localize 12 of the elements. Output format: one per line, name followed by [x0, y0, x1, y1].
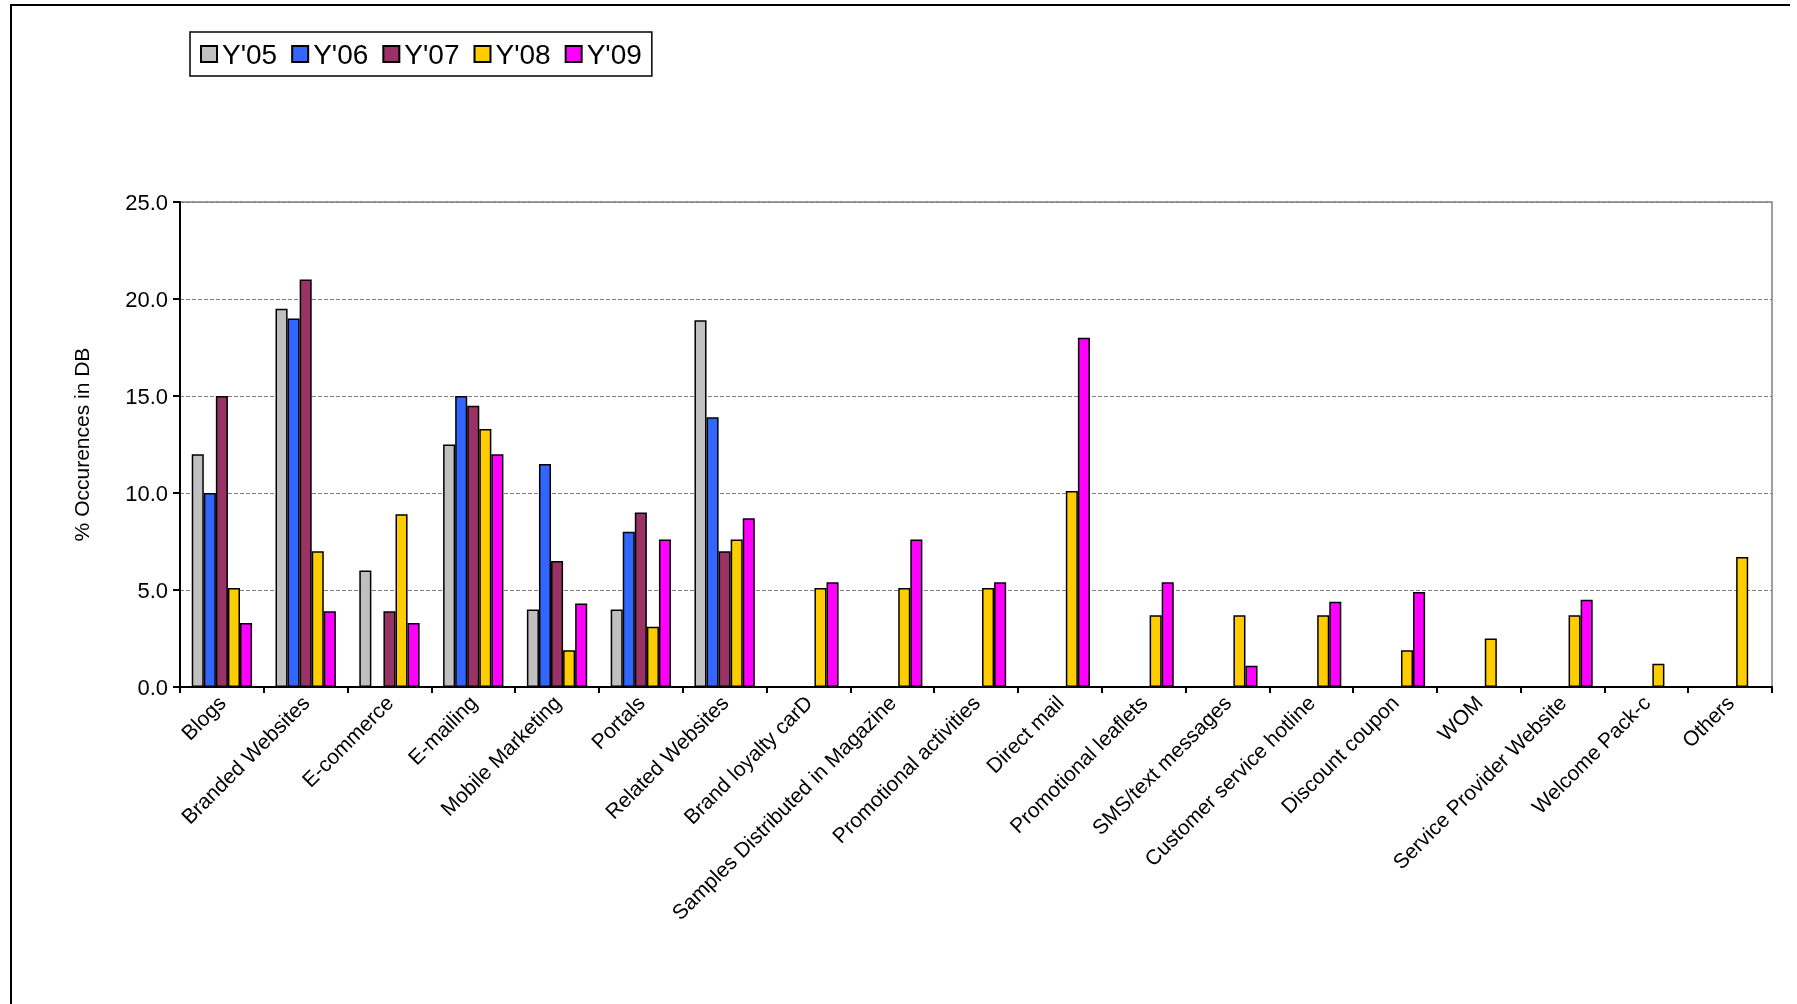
y-tick-label: 0.0	[137, 674, 168, 700]
legend-label: Y'09	[586, 38, 642, 70]
legend-label: Y'05	[222, 38, 278, 70]
legend-label: Y'06	[313, 38, 369, 70]
y-tick-label: 10.0	[125, 480, 168, 506]
y-axis-title: % Occurences in DB	[70, 347, 93, 542]
y-tick-label: 20.0	[125, 286, 168, 312]
legend-label: Y'08	[495, 38, 551, 70]
y-tick-label: 5.0	[137, 577, 168, 603]
y-tick-label: 15.0	[125, 383, 168, 409]
y-tick-label: 25.0	[125, 189, 168, 215]
legend-label: Y'07	[404, 38, 460, 70]
